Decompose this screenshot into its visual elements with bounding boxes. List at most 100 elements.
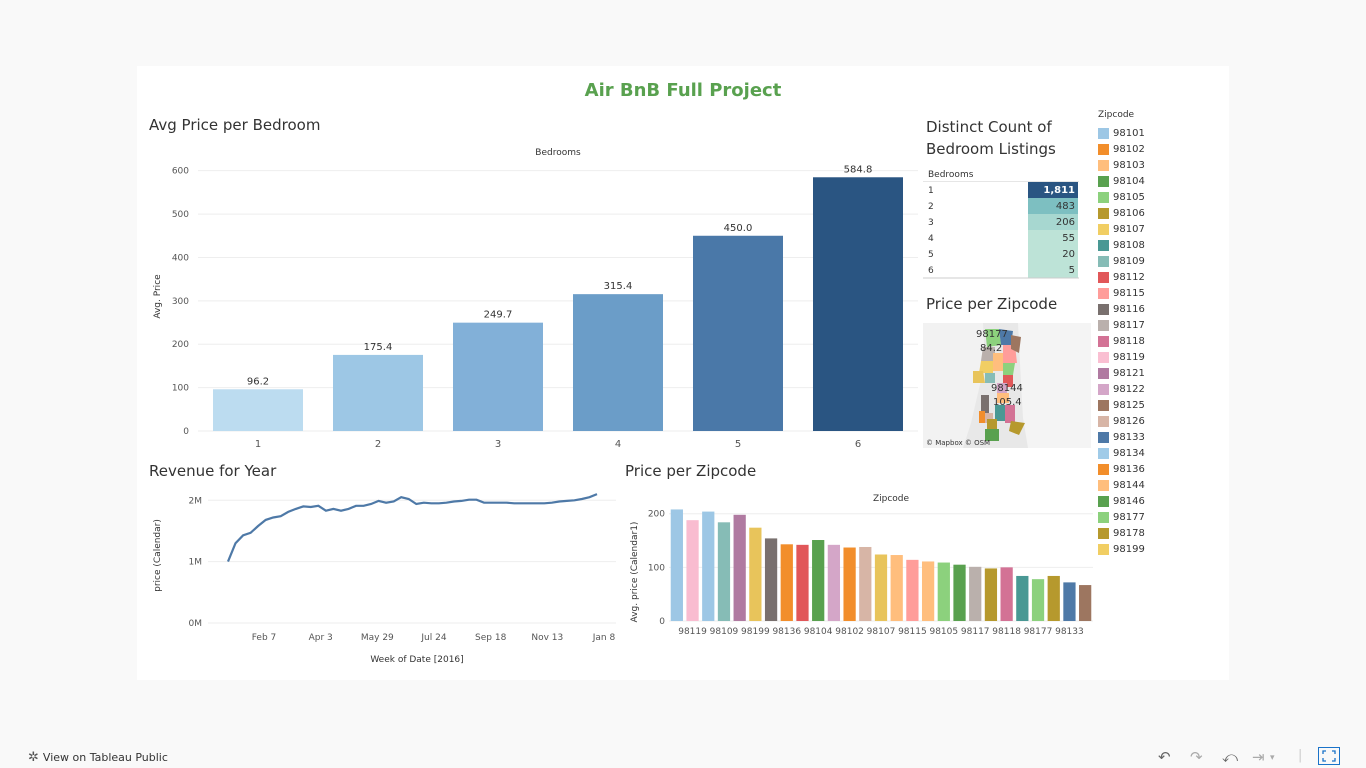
- zip-bar[interactable]: [859, 546, 872, 621]
- legend-item[interactable]: 98122: [1098, 381, 1178, 397]
- legend-item[interactable]: 98102: [1098, 141, 1178, 157]
- legend-item[interactable]: 98136: [1098, 461, 1178, 477]
- table-cell[interactable]: [1028, 262, 1078, 278]
- legend-item[interactable]: 98146: [1098, 493, 1178, 509]
- region-98105[interactable]: [1003, 363, 1015, 375]
- legend-item[interactable]: 98134: [1098, 445, 1178, 461]
- legend-item[interactable]: 98118: [1098, 333, 1178, 349]
- legend-item[interactable]: 98199: [1098, 541, 1178, 557]
- zip-bar[interactable]: [984, 568, 998, 621]
- zip-bar[interactable]: [1000, 567, 1013, 621]
- region-98122[interactable]: [997, 383, 1007, 393]
- legend-item[interactable]: 98106: [1098, 205, 1178, 221]
- zip-bar[interactable]: [827, 544, 841, 621]
- bedroom-bar[interactable]: [333, 354, 423, 431]
- legend-label: 98177: [1113, 511, 1145, 523]
- share-icon[interactable]: ⇥: [1252, 748, 1265, 766]
- zip-bar[interactable]: [937, 562, 950, 621]
- table-cell-value: 20: [1062, 249, 1075, 260]
- bedroom-bar[interactable]: [693, 235, 783, 431]
- legend-item[interactable]: 98126: [1098, 413, 1178, 429]
- region-98125[interactable]: [1011, 335, 1021, 353]
- region-98109[interactable]: [985, 373, 995, 383]
- legend-item[interactable]: 98105: [1098, 189, 1178, 205]
- bedroom-bar[interactable]: [453, 322, 543, 431]
- region-98146[interactable]: [985, 429, 999, 441]
- region-98144[interactable]: [997, 393, 1009, 403]
- zip-bar[interactable]: [1016, 575, 1029, 621]
- zip-bar[interactable]: [890, 555, 903, 621]
- revenue-line-chart[interactable]: price (Calendar) 0M 1M 2M Feb 7 Apr 3 May 29 Ju…: [140, 480, 625, 670]
- table-cell[interactable]: [1028, 214, 1078, 230]
- legend-item[interactable]: 98178: [1098, 525, 1178, 541]
- redo-icon[interactable]: ↷: [1190, 748, 1203, 766]
- region-98107[interactable]: [979, 361, 993, 373]
- zip-bar[interactable]: [812, 540, 825, 621]
- zip-bar[interactable]: [702, 511, 715, 621]
- zip-bar[interactable]: [780, 544, 793, 621]
- zipcode-map[interactable]: 98177 84.2 98144 105.4 © Mapbox © OSM: [923, 323, 1091, 448]
- zip-bar[interactable]: [874, 554, 888, 621]
- table-cell[interactable]: [1028, 230, 1078, 246]
- legend-item[interactable]: 98144: [1098, 477, 1178, 493]
- view-on-tableau-link[interactable]: ✲ View on Tableau Public: [28, 750, 168, 765]
- region-98177[interactable]: [985, 329, 1001, 347]
- legend-item[interactable]: 98104: [1098, 173, 1178, 189]
- avg-price-bar-chart[interactable]: Bedrooms Avg. Price 0 100 200 300 400 500 600 96.…: [140, 140, 920, 455]
- legend-item[interactable]: 98116: [1098, 301, 1178, 317]
- legend-item[interactable]: 98133: [1098, 429, 1178, 445]
- legend-item[interactable]: 98108: [1098, 237, 1178, 253]
- zip-bar[interactable]: [969, 566, 982, 621]
- legend-item[interactable]: 98121: [1098, 365, 1178, 381]
- zip-bar[interactable]: [1063, 582, 1076, 621]
- zip-bar[interactable]: [1079, 585, 1092, 621]
- fullscreen-icon[interactable]: [1318, 747, 1340, 765]
- zip-bar[interactable]: [733, 514, 746, 621]
- bedroom-bar[interactable]: [573, 294, 663, 431]
- revert-icon[interactable]: ⤺: [1222, 748, 1239, 766]
- zip-bar[interactable]: [1031, 579, 1045, 621]
- zip-bar[interactable]: [764, 538, 778, 621]
- bedroom-bar[interactable]: [813, 177, 903, 431]
- table-cell[interactable]: [1028, 182, 1078, 198]
- zip-bar-chart[interactable]: Zipcode Avg. price (Calendar1) 0 100 200 9811…: [625, 485, 1095, 640]
- region-98117[interactable]: [981, 347, 995, 361]
- table-cell[interactable]: [1028, 246, 1078, 262]
- region-98116[interactable]: [981, 395, 989, 413]
- zip-bar[interactable]: [953, 564, 966, 621]
- region-98108[interactable]: [995, 405, 1005, 421]
- zip-bar[interactable]: [921, 561, 935, 621]
- region-98103[interactable]: [993, 353, 1003, 371]
- legend-item[interactable]: 98125: [1098, 397, 1178, 413]
- legend-item[interactable]: 98112: [1098, 269, 1178, 285]
- revenue-line[interactable]: [226, 493, 598, 563]
- share-dropdown-icon[interactable]: ▾: [1270, 753, 1275, 763]
- zip-bar[interactable]: [796, 544, 809, 621]
- legend-item[interactable]: 98101: [1098, 125, 1178, 141]
- table-cell[interactable]: [1028, 198, 1078, 214]
- zip-bar[interactable]: [906, 559, 919, 621]
- legend-item[interactable]: 98103: [1098, 157, 1178, 173]
- zip-bar[interactable]: [670, 509, 683, 621]
- zip-bar[interactable]: [843, 547, 856, 621]
- legend-item[interactable]: 98109: [1098, 253, 1178, 269]
- zip-bar[interactable]: [1047, 575, 1060, 621]
- legend-item[interactable]: 98107: [1098, 221, 1178, 237]
- zip-bar[interactable]: [686, 520, 699, 621]
- undo-icon[interactable]: ↶: [1158, 748, 1171, 766]
- region-98118[interactable]: [1005, 405, 1015, 423]
- region-98178[interactable]: [1009, 421, 1025, 435]
- legend-item[interactable]: 98177: [1098, 509, 1178, 525]
- legend-item[interactable]: 98119: [1098, 349, 1178, 365]
- zip-bar[interactable]: [749, 527, 762, 621]
- bedroom-bar[interactable]: [213, 389, 303, 431]
- region-98136[interactable]: [979, 411, 985, 423]
- region-98199[interactable]: [973, 371, 985, 383]
- map-attribution: © Mapbox © OSM: [926, 439, 990, 447]
- legend-item[interactable]: 98115: [1098, 285, 1178, 301]
- zip-bar[interactable]: [717, 522, 731, 621]
- legend-item[interactable]: 98117: [1098, 317, 1178, 333]
- region-98133[interactable]: [999, 329, 1013, 345]
- region-98106[interactable]: [987, 419, 997, 431]
